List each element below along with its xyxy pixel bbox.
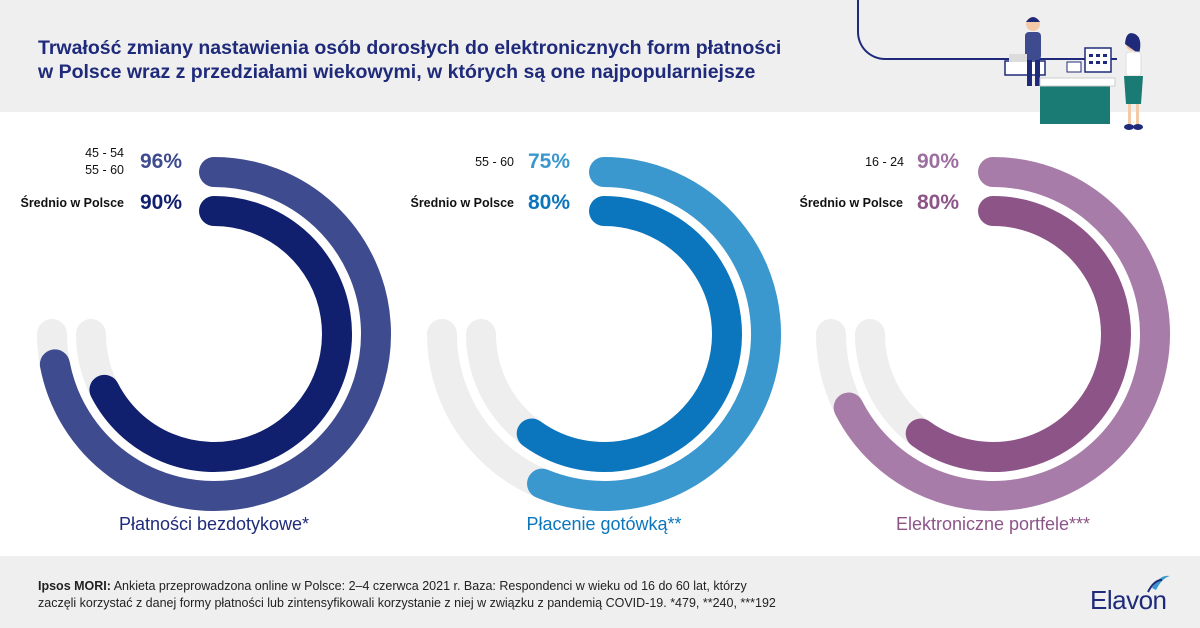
chart-1-age-label: 45 - 54 55 - 60 [50, 145, 124, 179]
title-line-2: w Polsce wraz z przedziałami wiekowymi, … [38, 61, 756, 83]
chart-3-age-label: 16 - 24 [830, 154, 904, 171]
chart-2-category-label: Płacenie gotówką** [526, 514, 682, 534]
source-note: Ipsos MORI: Ankieta przeprowadzona onlin… [38, 578, 1058, 612]
chart-1-category-label: Płatności bezdotykowe* [118, 514, 310, 534]
chart-2-average-label: Średnio w Polsce [410, 196, 514, 210]
chart-1-average-label: Średnio w Polsce [20, 196, 124, 210]
decorative-line [857, 0, 1117, 60]
chart-1-age-label-line-2: 55 - 60 [85, 163, 124, 177]
chart-2-average-value: 80% [528, 191, 571, 214]
chart-2-age-label: 55 - 60 [440, 154, 514, 171]
logo-text: Elavon [1090, 585, 1167, 615]
chart-3-age-label-line-1: 16 - 24 [865, 155, 904, 169]
header-band [0, 0, 1200, 112]
chart-3-average-value: 80% [917, 191, 960, 214]
chart-1-arc-inner [89, 196, 352, 472]
title-line-1: Trwałość zmiany nastawienia osób dorosły… [38, 37, 782, 59]
source-text-1: Ankieta przeprowadzona online w Polsce: … [113, 579, 747, 593]
people-at-counter-illustration [1004, 17, 1143, 130]
chart-1-top-value: 96% [140, 150, 183, 173]
chart-1-average-value: 90% [140, 191, 183, 214]
elavon-logo: Elavon [1090, 572, 1190, 618]
chart-2-top-value: 75% [528, 150, 571, 173]
chart-3-top-value: 90% [917, 150, 960, 173]
logo-swoosh-icon [1147, 575, 1170, 593]
chart-3-arc-outer [833, 157, 1170, 511]
footer-band [0, 556, 1200, 628]
source-name: Ipsos MORI: [38, 579, 111, 593]
chart-2-arc-outer [527, 157, 781, 511]
chart-3-arc-inner [905, 196, 1131, 472]
chart-2-age-label-line-1: 55 - 60 [475, 155, 514, 169]
page-title: Trwałość zmiany nastawienia osób dorosły… [38, 36, 781, 84]
chart-3-category-label: Elektroniczne portfele*** [895, 514, 1091, 534]
chart-3-average-label: Średnio w Polsce [799, 196, 903, 210]
chart-2-arc-inner [516, 196, 742, 472]
chart-1-age-label-line-1: 45 - 54 [85, 146, 124, 160]
source-note-line-1: Ipsos MORI: Ankieta przeprowadzona onlin… [38, 578, 1058, 595]
chart-1-arc-outer [39, 157, 391, 511]
source-note-line-2: zaczęli korzystać z danej formy płatnośc… [38, 596, 776, 610]
